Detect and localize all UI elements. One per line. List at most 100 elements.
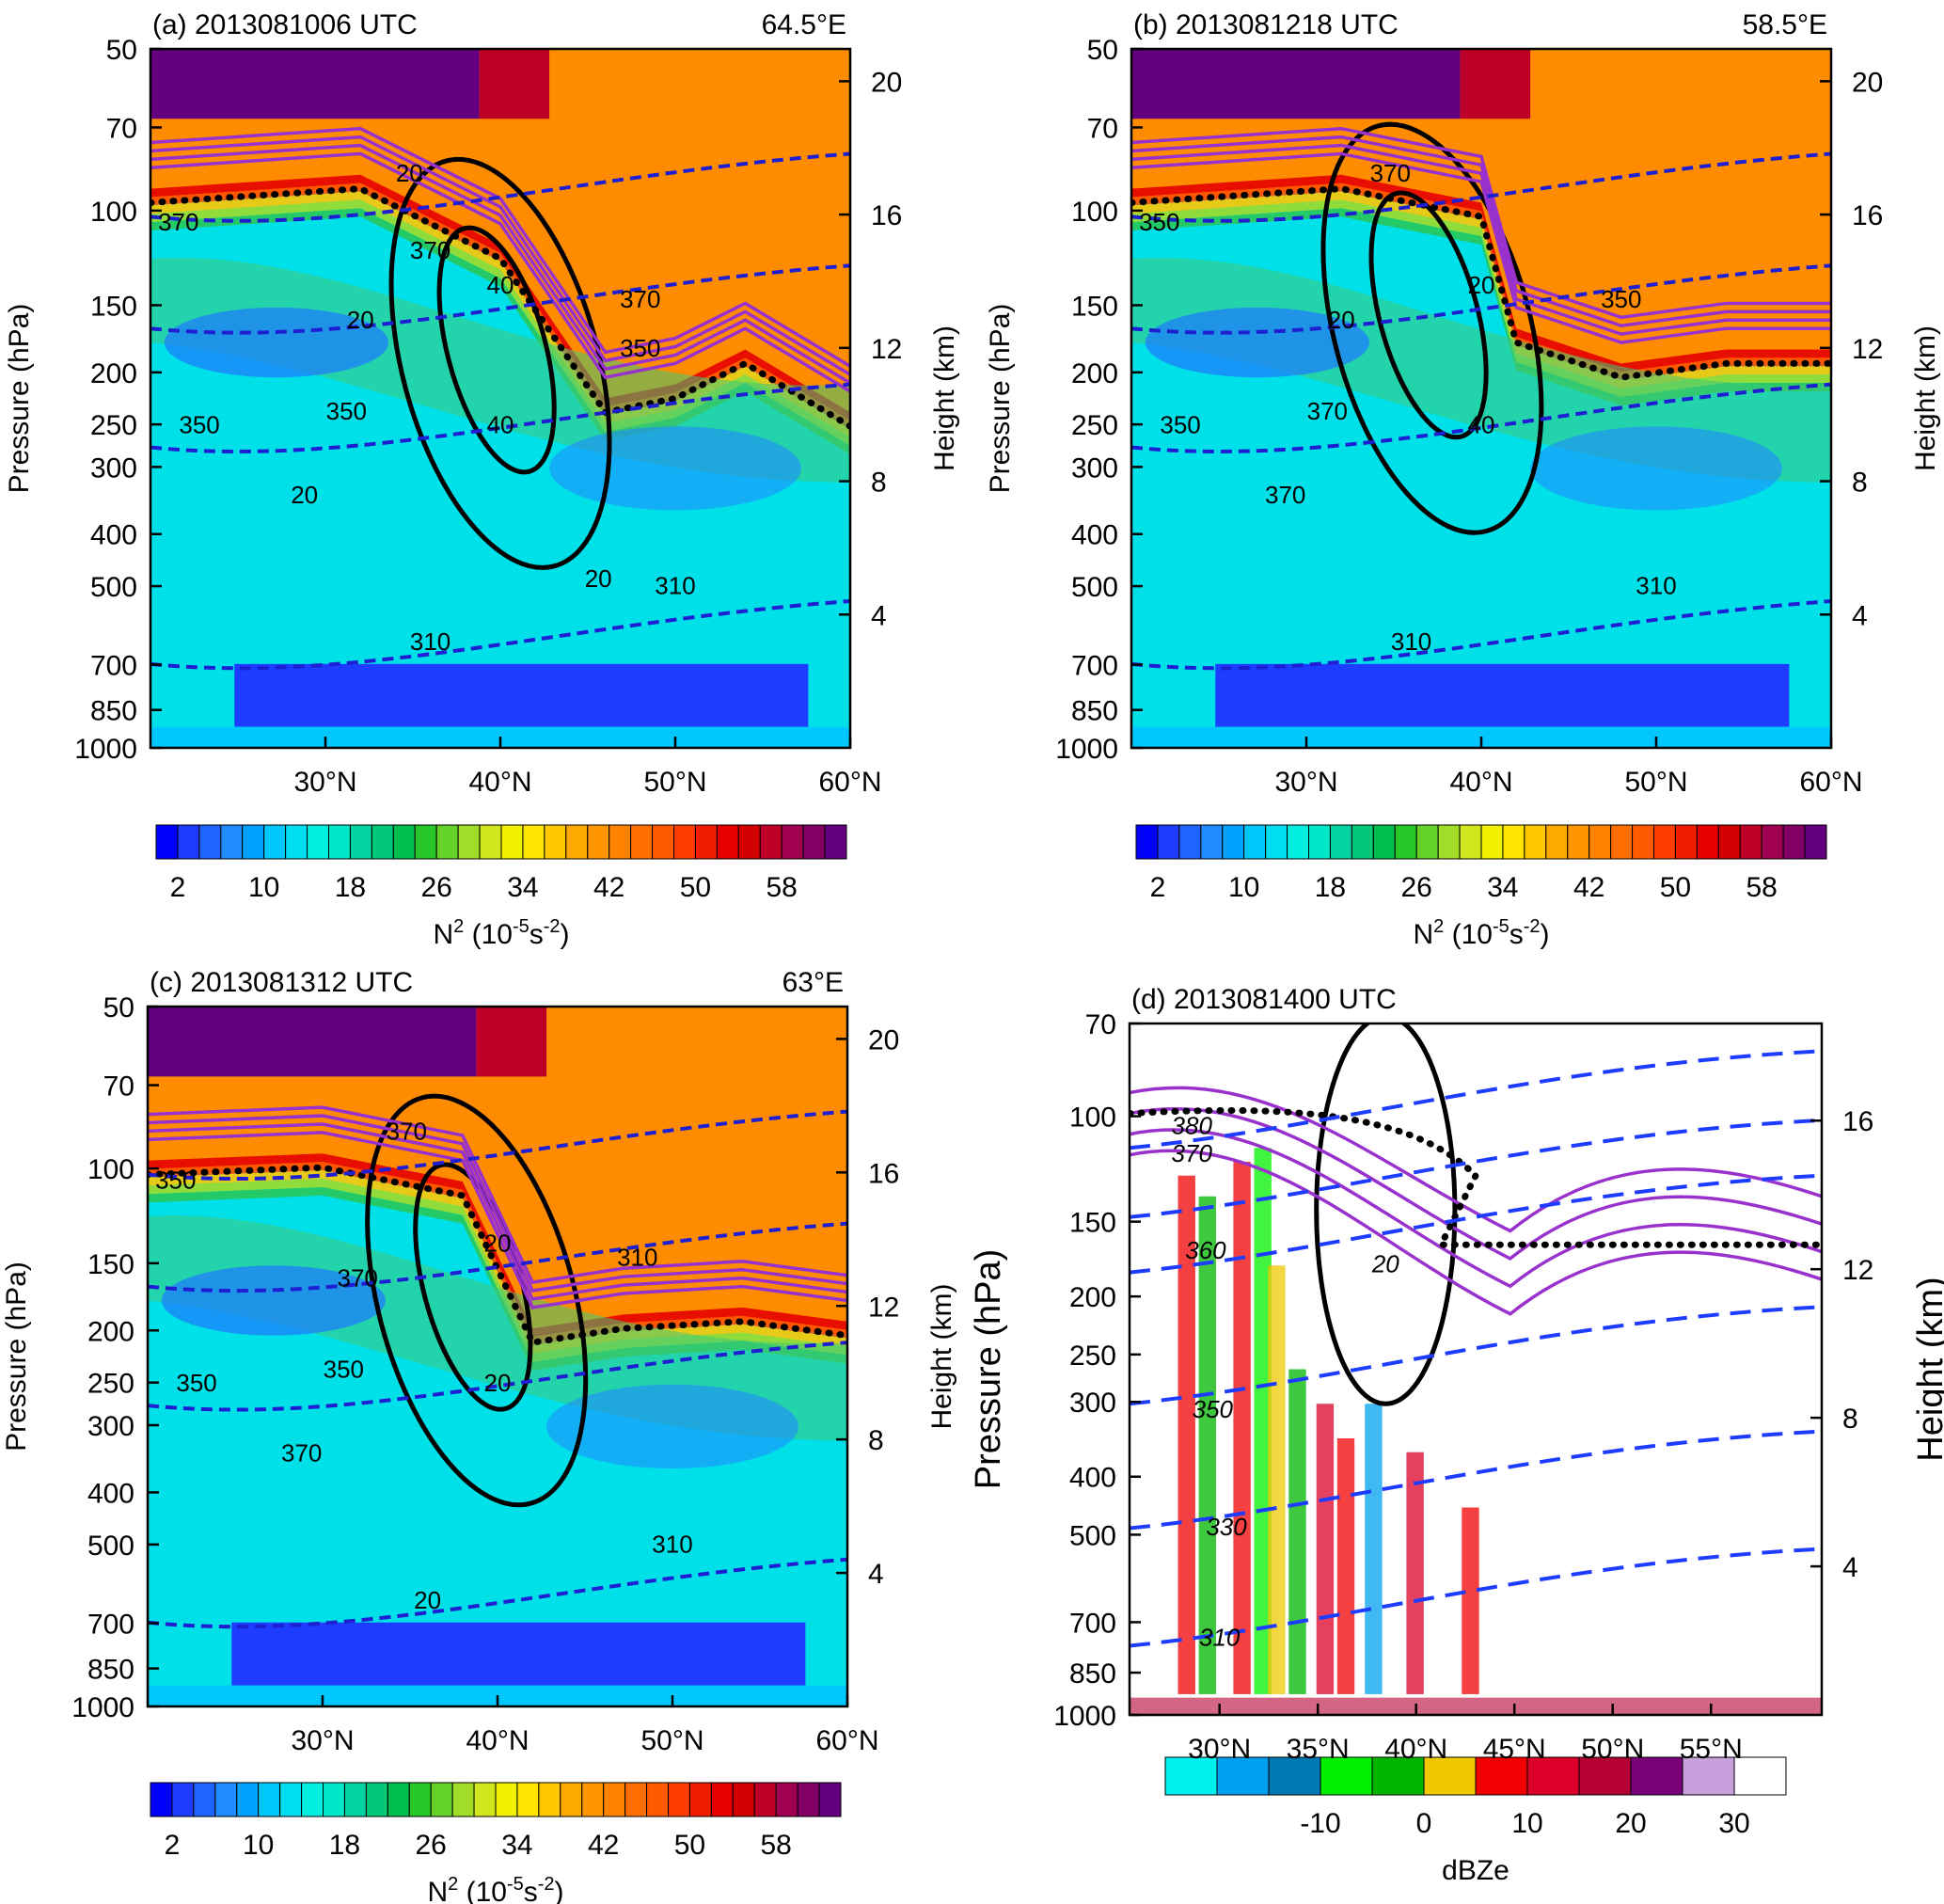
colorbar-b-units: N2 (10-5s-2) bbox=[1413, 916, 1549, 950]
contour-label-1: 370 bbox=[1172, 1139, 1213, 1167]
colorbar-c-swatch bbox=[214, 1782, 238, 1817]
colorbar-c-label: 18 bbox=[329, 1830, 360, 1861]
contour-label-10: 20 bbox=[414, 1586, 441, 1614]
theta-contour bbox=[150, 382, 850, 453]
pressure-tick-label: 300 bbox=[1069, 1388, 1116, 1419]
colorbar-a-swatch bbox=[457, 824, 481, 860]
pressure-tick-label: 50 bbox=[1087, 35, 1118, 66]
panel-b-plot: 370 20 40 20 370 350 350 370 350 310 310 bbox=[1131, 49, 1831, 748]
theta-contour bbox=[150, 151, 850, 223]
colorbar-c-swatch bbox=[193, 1782, 216, 1817]
pv-contour bbox=[1131, 151, 1831, 344]
field-blue-patch bbox=[549, 426, 801, 511]
pressure-tick-label: 70 bbox=[1085, 1009, 1116, 1040]
colorbar-c-swatch bbox=[236, 1782, 260, 1817]
pressure-tick-label: 500 bbox=[90, 572, 137, 603]
height-tick-label: 8 bbox=[1852, 468, 1868, 499]
colorbar-c-swatch bbox=[646, 1782, 669, 1817]
pressure-tick-label: 1000 bbox=[71, 1692, 134, 1723]
right-axis-label: Height (km) bbox=[1910, 325, 1941, 471]
pressure-tick-label: 50 bbox=[103, 992, 134, 1023]
colorbar-c-swatch bbox=[753, 1782, 777, 1817]
colorbar-a-swatch bbox=[694, 824, 718, 860]
lat-tick-label: 35°N bbox=[1287, 1734, 1350, 1765]
reflectivity-streak bbox=[1288, 1369, 1306, 1694]
colorbar-d-units: dBZe bbox=[1442, 1855, 1509, 1886]
colorbar-b-swatch bbox=[1200, 824, 1224, 860]
colorbar-b-label: 58 bbox=[1746, 872, 1778, 903]
colorbar-b-swatch bbox=[1351, 824, 1374, 860]
colorbar-b-swatch bbox=[1178, 824, 1202, 860]
colorbar-b-label: 26 bbox=[1401, 872, 1432, 903]
pressure-tick-label: 150 bbox=[90, 291, 137, 322]
theta-contour bbox=[1130, 1118, 1822, 1219]
colorbar-d-swatch bbox=[1423, 1756, 1477, 1796]
panel-title: (b) 2013081218 UTC bbox=[1133, 9, 1399, 40]
colorbar-d-swatch bbox=[1578, 1756, 1632, 1796]
colorbar-b-swatch bbox=[1459, 824, 1482, 860]
pv-contour bbox=[150, 126, 850, 368]
colorbar-b-swatch bbox=[1739, 824, 1762, 860]
pv-contour bbox=[148, 1105, 847, 1285]
pressure-tick-label: 200 bbox=[1069, 1282, 1116, 1313]
lat-tick-label: 45°N bbox=[1483, 1734, 1546, 1765]
pressure-tick-label: 250 bbox=[1071, 410, 1118, 441]
field-purple-top bbox=[1131, 49, 1461, 119]
contour-label-4: 330 bbox=[1206, 1513, 1247, 1541]
colorbar-b-swatch bbox=[1265, 824, 1288, 860]
contour-label-0: 20 bbox=[396, 159, 423, 187]
pv-contour bbox=[1131, 135, 1831, 328]
panel-a-plot: 20 40 40 20 20 370 350 350 370 310 310 370 350 20 bbox=[150, 49, 850, 748]
height-tick-label: 20 bbox=[868, 1024, 899, 1055]
colorbar-c-swatch bbox=[343, 1782, 367, 1817]
colorbar-c-swatch bbox=[365, 1782, 388, 1817]
theta-contour bbox=[1130, 1547, 1822, 1648]
height-tick-label: 16 bbox=[1852, 200, 1883, 231]
reflectivity-streak bbox=[1233, 1162, 1251, 1694]
colorbar-a-label: 50 bbox=[680, 872, 711, 903]
colorbar-a-swatch bbox=[371, 824, 394, 860]
colorbar-a-swatch bbox=[737, 824, 761, 860]
colorbar-b-swatch bbox=[1782, 824, 1806, 860]
contour-label-3: 20 bbox=[347, 306, 374, 334]
pressure-tick-label: 500 bbox=[87, 1531, 134, 1562]
colorbar-c-swatch bbox=[560, 1782, 583, 1817]
colorbar-d-label: -10 bbox=[1300, 1808, 1340, 1839]
colorbar-a-label: 34 bbox=[507, 872, 538, 903]
wind-contour-40 bbox=[1368, 190, 1489, 440]
colorbar-d-swatch bbox=[1733, 1756, 1787, 1796]
colorbar-b-swatch bbox=[1545, 824, 1569, 860]
contour-label-2: 360 bbox=[1185, 1236, 1226, 1264]
pressure-tick-label: 250 bbox=[1069, 1341, 1116, 1372]
lat-tick-label: 50°N bbox=[1581, 1734, 1644, 1765]
colorbar-c-swatch bbox=[624, 1782, 648, 1817]
pressure-tick-label: 200 bbox=[90, 358, 137, 389]
contour-label-7: 370 bbox=[1307, 397, 1348, 425]
colorbar-b-swatch bbox=[1588, 824, 1612, 860]
colorbar-c-swatch bbox=[171, 1782, 195, 1817]
pressure-tick-label: 850 bbox=[1071, 696, 1118, 727]
colorbar-a-swatch bbox=[328, 824, 351, 860]
colorbar-b-swatch bbox=[1804, 824, 1827, 860]
colorbar-c-swatch bbox=[301, 1782, 324, 1817]
reflectivity-streak bbox=[1365, 1404, 1383, 1694]
colorbar-a-swatch bbox=[608, 824, 632, 860]
pv-contour bbox=[1131, 126, 1831, 320]
lat-tick-label: 30°N bbox=[1188, 1734, 1251, 1765]
lat-tick-label: 40°N bbox=[1449, 767, 1512, 798]
height-tick-label: 8 bbox=[871, 468, 887, 499]
colorbar-c-label: 34 bbox=[501, 1830, 532, 1861]
colorbar-a-swatch bbox=[155, 824, 179, 860]
contour-label-6: 350 bbox=[1160, 411, 1200, 439]
height-tick-label: 12 bbox=[1842, 1255, 1873, 1286]
pressure-tick-label: 1000 bbox=[74, 734, 137, 765]
colorbar-c-swatch bbox=[538, 1782, 561, 1817]
contour-label-2: 40 bbox=[487, 411, 514, 439]
colorbar-c-swatch bbox=[408, 1782, 432, 1817]
colorbar-a-swatch bbox=[198, 824, 222, 860]
pressure-tick-label: 100 bbox=[90, 197, 137, 228]
colorbar-c-swatch bbox=[323, 1782, 345, 1817]
pressure-tick-label: 500 bbox=[1071, 572, 1118, 603]
